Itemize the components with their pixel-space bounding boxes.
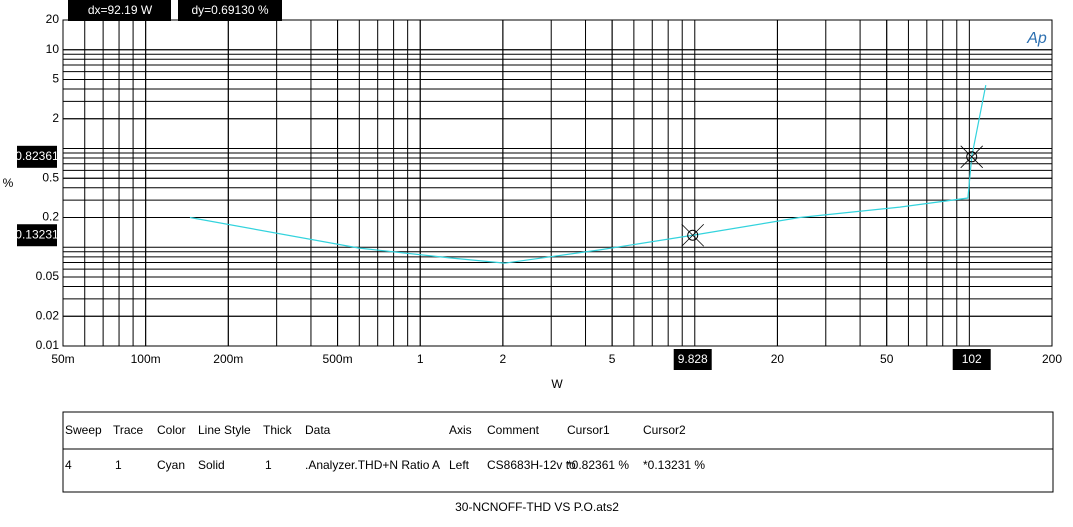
filename: 30-NCNOFF-THD VS P.O.ats2 — [455, 500, 619, 514]
x-tick-label: 1 — [417, 352, 424, 366]
y-tick-label: 0.5 — [42, 170, 59, 184]
x-tick-label: 50m — [51, 352, 74, 366]
table-header: Line Style — [198, 423, 251, 437]
x-tick-label: 100m — [131, 352, 161, 366]
y-tick-label: 5 — [52, 72, 59, 86]
table-cell: Cyan — [157, 458, 185, 472]
readout-box — [178, 0, 282, 21]
x-tick-label: 5 — [609, 352, 616, 366]
cursor-y-box — [17, 145, 57, 168]
cursor-x-box — [673, 349, 712, 370]
logo: Ap — [1026, 30, 1047, 47]
table-header: Color — [157, 423, 186, 437]
table-header: Trace — [113, 423, 144, 437]
x-tick-label: 200m — [213, 352, 243, 366]
table-header: Sweep — [65, 423, 102, 437]
x-tick-label: 50 — [880, 352, 894, 366]
cursor-x-label: 9.828 — [678, 352, 708, 366]
y-axis-label: % — [3, 176, 14, 190]
x-tick-label: 200 — [1042, 352, 1062, 366]
table-cell: .Analyzer.THD+N Ratio A — [305, 458, 440, 472]
cursor-x-box — [952, 349, 991, 370]
legend-table — [62, 411, 1054, 493]
cursor-cross — [960, 145, 983, 169]
y-tick-label: 20 — [46, 12, 60, 26]
table-cell: CS8683H-12v to — [487, 458, 576, 472]
readout-box — [68, 0, 171, 21]
cursor-y-label: 0.13231 — [15, 227, 59, 241]
y-tick-label: 0.2 — [42, 210, 59, 224]
table-header: Data — [305, 423, 331, 437]
plot-frame — [62, 19, 1053, 347]
y-tick-label: 0.01 — [36, 338, 60, 352]
dy-readout: dy=0.69130 % — [191, 3, 268, 17]
table-header: Thick — [263, 423, 293, 437]
table-cell: Solid — [198, 458, 225, 472]
cursor-y-box — [17, 224, 57, 247]
x-axis-label: W — [551, 377, 563, 391]
y-tick-label: 10 — [46, 42, 60, 56]
table-cell: 1 — [265, 458, 272, 472]
table-header: Comment — [487, 423, 540, 437]
x-tick-label: 20 — [771, 352, 785, 366]
y-tick-label: 0.05 — [36, 269, 60, 283]
dx-readout: dx=92.19 W — [88, 3, 153, 17]
table-cell: *0.13231 % — [643, 458, 705, 472]
y-tick-label: 0.02 — [36, 308, 60, 322]
table-header: Axis — [449, 423, 472, 437]
table-cell: 1 — [115, 458, 122, 472]
table-cell: *0.82361 % — [567, 458, 629, 472]
cursor-marker — [687, 229, 699, 241]
cursor-cross — [681, 223, 704, 247]
table-header: Cursor1 — [567, 423, 610, 437]
y-tick-label: 2 — [52, 111, 59, 125]
table-cell: 4 — [65, 458, 72, 472]
cursor-x-label: 102 — [962, 352, 982, 366]
cursor-marker — [966, 151, 978, 163]
table-cell: Left — [449, 458, 470, 472]
cursor-y-label: 0.82361 — [15, 149, 59, 163]
data-line — [189, 85, 987, 264]
table-header: Cursor2 — [643, 423, 686, 437]
x-tick-label: 2 — [500, 352, 507, 366]
x-tick-label: 500m — [323, 352, 353, 366]
